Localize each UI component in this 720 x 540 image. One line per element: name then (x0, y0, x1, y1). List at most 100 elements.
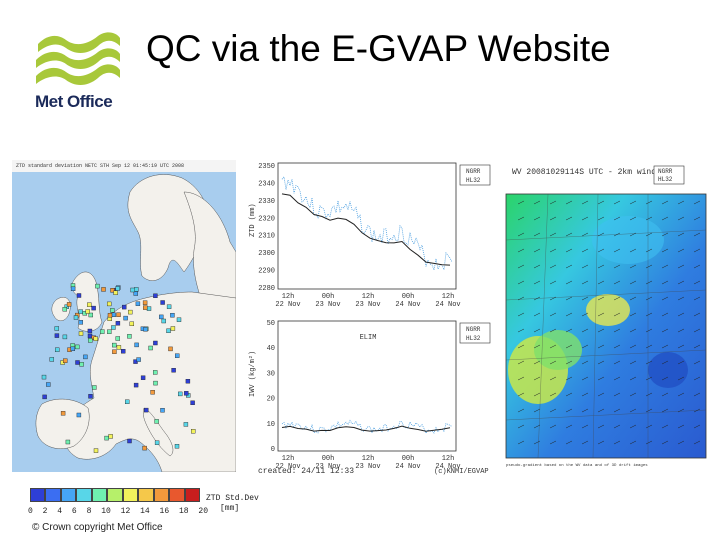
station-marker (168, 346, 173, 352)
station-marker (60, 411, 66, 416)
wind-barb (565, 248, 573, 253)
station-marker (161, 318, 166, 324)
wind-barb (581, 440, 589, 445)
ztd-color-legend (30, 488, 200, 502)
station-marker (87, 302, 92, 307)
wind-barb (549, 408, 557, 413)
wind-map-title: WV 20081029114S UTC - 2km winds (512, 168, 661, 177)
station-marker (190, 429, 196, 434)
wind-barb (661, 408, 669, 413)
wind-barb (533, 424, 541, 429)
ztd-legend-box (459, 164, 491, 186)
wind-barb (597, 312, 605, 317)
wind-barb (517, 440, 525, 445)
legend-tick: 16 (159, 507, 170, 516)
copyright-notice: © Crown copyright Met Office (32, 522, 163, 533)
station-marker (113, 290, 118, 296)
wind-barb (613, 312, 621, 317)
wind-barb (693, 344, 701, 349)
station-marker (134, 287, 139, 292)
legend-tick: 4 (57, 507, 63, 516)
legend-tick: 18 (178, 507, 189, 516)
legend-swatch (184, 488, 200, 502)
wind-barb (629, 424, 637, 429)
wind-barb (645, 232, 653, 237)
station-marker (78, 320, 84, 325)
station-marker (88, 394, 93, 399)
x-tick-date: 24 Nov (395, 301, 420, 309)
wind-barb (645, 376, 653, 381)
station-marker (171, 367, 176, 373)
wind-barb (629, 200, 637, 205)
station-marker (104, 435, 109, 441)
legend-swatch (169, 488, 185, 502)
wind-barb (549, 344, 557, 349)
created-timestamp: created: 24/11 12:33 (258, 467, 354, 476)
wind-barb (597, 408, 605, 413)
station-marker (159, 314, 164, 320)
station-marker (111, 325, 116, 330)
station-marker (129, 321, 135, 327)
legend-tick: 2 (42, 507, 48, 516)
station-marker (190, 400, 195, 406)
legend-swatch (30, 488, 46, 502)
wind-barb (581, 328, 589, 333)
station-marker (76, 293, 82, 298)
x-tick-time: 00h (402, 455, 415, 463)
wind-barb (629, 376, 637, 381)
station-marker (127, 438, 132, 444)
wind-barb (549, 392, 557, 397)
x-tick-time: 12h (282, 455, 295, 463)
wind-barb (613, 344, 621, 349)
station-marker (116, 312, 121, 317)
x-tick-time: 00h (402, 293, 415, 301)
wind-barb (581, 264, 589, 269)
wind-barb (677, 200, 685, 205)
iwv-y-tick: 0 (271, 446, 275, 454)
station-marker (100, 329, 105, 334)
wind-barb (565, 344, 573, 349)
station-marker (115, 336, 121, 341)
wind-barb (629, 216, 637, 221)
station-marker (107, 313, 113, 318)
station-marker (91, 305, 96, 311)
wind-barb (693, 232, 701, 237)
station-marker (73, 315, 79, 320)
station-marker (133, 382, 139, 388)
station-marker (130, 287, 135, 293)
wind-barb (517, 376, 525, 381)
wind-barb (661, 296, 669, 301)
wind-barb (581, 344, 589, 349)
station-marker (152, 370, 158, 375)
station-marker (120, 348, 126, 354)
wind-barb (613, 376, 621, 381)
station-marker (79, 362, 84, 367)
station-marker (143, 407, 149, 413)
wind-barb (581, 424, 589, 429)
wind-barb (533, 216, 541, 221)
wind-barb (661, 376, 669, 381)
wind-barb (565, 440, 573, 445)
wind-barb (629, 360, 637, 365)
wind-barb (533, 360, 541, 365)
map-header: ZTD standard deviation NETC STH Sep 12 0… (12, 160, 236, 172)
station-marker (88, 338, 93, 343)
wind-barb (645, 344, 653, 349)
station-marker (54, 326, 59, 331)
ztd-y-tick: 2330 (258, 198, 275, 206)
wind-barb (597, 248, 605, 253)
station-marker (174, 353, 180, 358)
wind-barb (693, 312, 701, 317)
wind-barb (549, 328, 557, 333)
wind-barb (549, 376, 557, 381)
wind-barb (581, 392, 589, 397)
wind-barb (517, 424, 525, 429)
wind-barb (661, 200, 669, 205)
station-marker (101, 287, 106, 292)
iwv-series-hl32 (281, 425, 451, 432)
wind-barb (533, 248, 541, 253)
wind-barb (629, 440, 637, 445)
wind-barb (693, 296, 701, 301)
iwv-y-tick: 50 (267, 320, 275, 328)
legend-tick: 14 (140, 507, 150, 516)
